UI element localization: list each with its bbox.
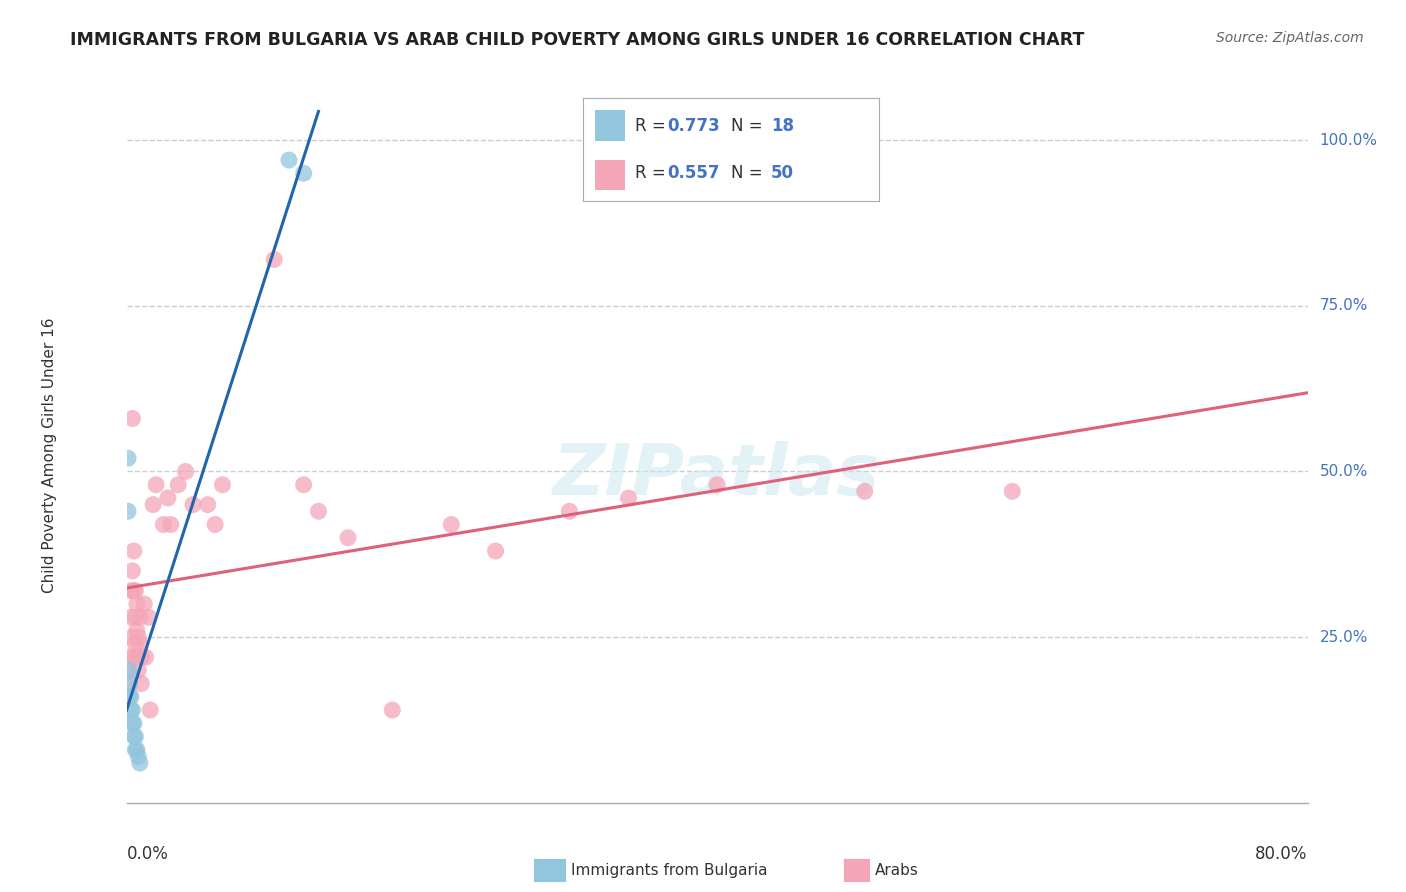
Point — [127, 663, 149, 677]
Point — [128, 637, 150, 651]
Point — [307, 504, 329, 518]
Text: IMMIGRANTS FROM BULGARIA VS ARAB CHILD POVERTY AMONG GIRLS UNDER 16 CORRELATION : IMMIGRANTS FROM BULGARIA VS ARAB CHILD P… — [70, 31, 1084, 49]
Point — [121, 411, 143, 425]
Text: 18: 18 — [770, 117, 794, 135]
Bar — [595, 111, 624, 141]
Point — [122, 716, 145, 731]
Point — [118, 663, 141, 677]
Text: R =: R = — [636, 117, 671, 135]
Point — [706, 477, 728, 491]
Point — [121, 630, 143, 644]
Point — [128, 610, 150, 624]
Point — [211, 477, 233, 491]
Point — [122, 730, 145, 744]
Text: ZIPatlas: ZIPatlas — [554, 442, 880, 510]
Point — [121, 716, 143, 731]
Point — [263, 252, 285, 267]
Text: N =: N = — [731, 164, 768, 182]
Point — [117, 504, 139, 518]
Point — [124, 610, 146, 624]
Point — [135, 650, 157, 665]
Point — [853, 484, 876, 499]
Point — [121, 564, 143, 578]
Point — [558, 504, 581, 518]
Point — [120, 583, 142, 598]
Point — [181, 498, 204, 512]
Text: 80.0%: 80.0% — [1256, 845, 1308, 863]
Point — [125, 624, 148, 638]
Point — [292, 477, 315, 491]
Point — [127, 630, 149, 644]
Point — [129, 676, 153, 690]
Point — [129, 650, 153, 665]
Text: Source: ZipAtlas.com: Source: ZipAtlas.com — [1216, 31, 1364, 45]
Point — [381, 703, 404, 717]
Point — [125, 597, 148, 611]
Point — [125, 650, 148, 665]
Point — [139, 703, 162, 717]
Point — [120, 610, 142, 624]
Point — [117, 451, 139, 466]
Point — [118, 676, 141, 690]
Point — [124, 730, 146, 744]
Point — [118, 690, 141, 704]
Text: 0.557: 0.557 — [668, 164, 720, 182]
Text: Immigrants from Bulgaria: Immigrants from Bulgaria — [571, 863, 768, 878]
Text: 50.0%: 50.0% — [1319, 464, 1368, 479]
Point — [122, 650, 145, 665]
Point — [120, 690, 142, 704]
Point — [152, 517, 174, 532]
Point — [1001, 484, 1024, 499]
Point — [167, 477, 190, 491]
Text: N =: N = — [731, 117, 768, 135]
Text: 0.773: 0.773 — [668, 117, 720, 135]
Point — [278, 153, 301, 167]
Text: Child Poverty Among Girls Under 16: Child Poverty Among Girls Under 16 — [42, 318, 58, 592]
Point — [138, 610, 160, 624]
Point — [122, 544, 145, 558]
Point — [204, 517, 226, 532]
Point — [337, 531, 360, 545]
Text: 50: 50 — [770, 164, 794, 182]
Point — [617, 491, 640, 505]
Text: R =: R = — [636, 164, 671, 182]
Point — [159, 517, 183, 532]
Point — [124, 583, 146, 598]
Bar — [595, 160, 624, 190]
Point — [118, 676, 141, 690]
Text: 75.0%: 75.0% — [1319, 298, 1368, 313]
Point — [125, 743, 148, 757]
Point — [117, 663, 139, 677]
Point — [127, 749, 149, 764]
Text: 0.0%: 0.0% — [127, 845, 169, 863]
Point — [124, 637, 146, 651]
Point — [292, 166, 315, 180]
Point — [197, 498, 219, 512]
Point — [174, 465, 197, 479]
Point — [440, 517, 463, 532]
Text: 100.0%: 100.0% — [1319, 133, 1378, 148]
Point — [120, 703, 142, 717]
Point — [156, 491, 179, 505]
Point — [145, 477, 167, 491]
Point — [122, 583, 145, 598]
Point — [124, 743, 146, 757]
Text: 25.0%: 25.0% — [1319, 630, 1368, 645]
Point — [128, 756, 150, 770]
Point — [134, 597, 156, 611]
Text: Arabs: Arabs — [875, 863, 918, 878]
Point — [484, 544, 508, 558]
Point — [121, 703, 143, 717]
Point — [142, 498, 165, 512]
Point — [118, 650, 141, 665]
